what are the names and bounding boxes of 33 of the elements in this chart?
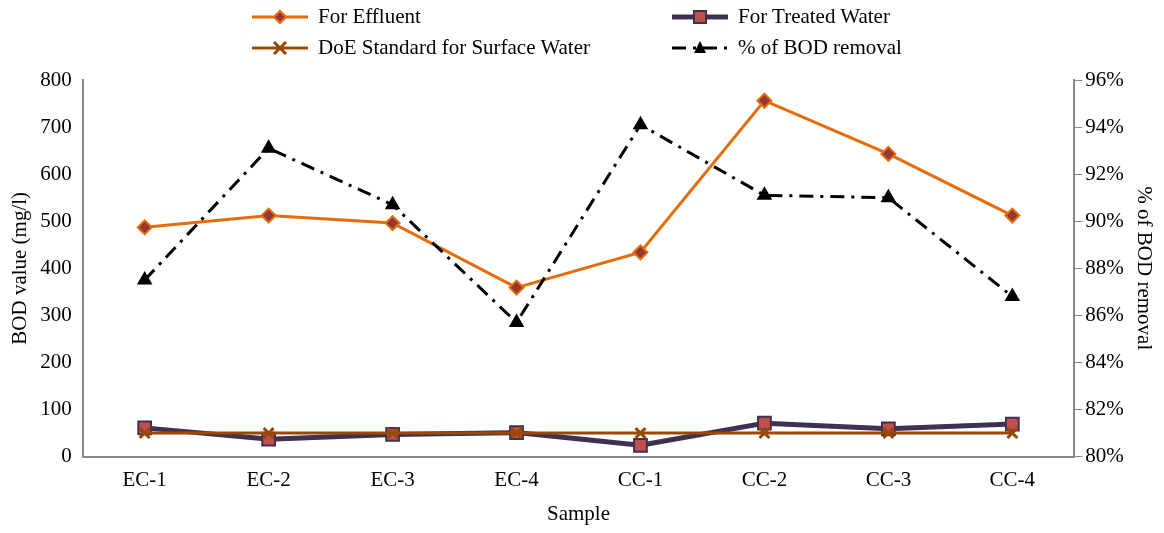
y2-tick-label: 84% <box>1085 348 1124 373</box>
y-tick-label: 300 <box>40 301 72 326</box>
legend-label: % of BOD removal <box>738 35 902 60</box>
y-tick-label: 500 <box>40 207 72 232</box>
y2-tick-label: 96% <box>1085 66 1124 91</box>
x-tick-label: CC-1 <box>617 466 664 491</box>
y2-axis-title: % of BOD removal <box>1132 186 1157 351</box>
x-tick-label: EC-4 <box>494 466 540 491</box>
y2-tick-label: 86% <box>1085 301 1124 326</box>
y2-tick-label: 82% <box>1085 396 1124 421</box>
legend-label: For Treated Water <box>738 4 890 29</box>
y-tick-label: 100 <box>40 396 72 421</box>
y-tick-label: 800 <box>40 66 72 91</box>
y-axis-title: BOD value (mg/l) <box>7 191 32 345</box>
y-tick-label: 600 <box>40 160 72 185</box>
y-tick-label: 200 <box>40 348 72 373</box>
x-axis-title: Sample <box>547 500 610 525</box>
legend-label: For Effluent <box>318 4 421 29</box>
y2-tick-label: 88% <box>1085 254 1124 279</box>
legend-label: DoE Standard for Surface Water <box>318 35 590 60</box>
x-tick-label: EC-3 <box>370 466 415 491</box>
y2-tick-label: 92% <box>1085 160 1124 185</box>
y-tick-label: 400 <box>40 254 72 279</box>
y2-tick-label: 90% <box>1085 207 1124 232</box>
y-tick-label: 700 <box>40 113 72 138</box>
y2-tick-label: 94% <box>1085 113 1124 138</box>
x-tick-label: EC-2 <box>246 466 291 491</box>
x-tick-label: EC-1 <box>122 466 167 491</box>
y-tick-label: 0 <box>61 443 72 468</box>
x-tick-label: CC-4 <box>989 466 1036 491</box>
x-tick-label: CC-3 <box>865 466 912 491</box>
x-tick-label: CC-2 <box>741 466 788 491</box>
y2-tick-label: 80% <box>1085 443 1124 468</box>
